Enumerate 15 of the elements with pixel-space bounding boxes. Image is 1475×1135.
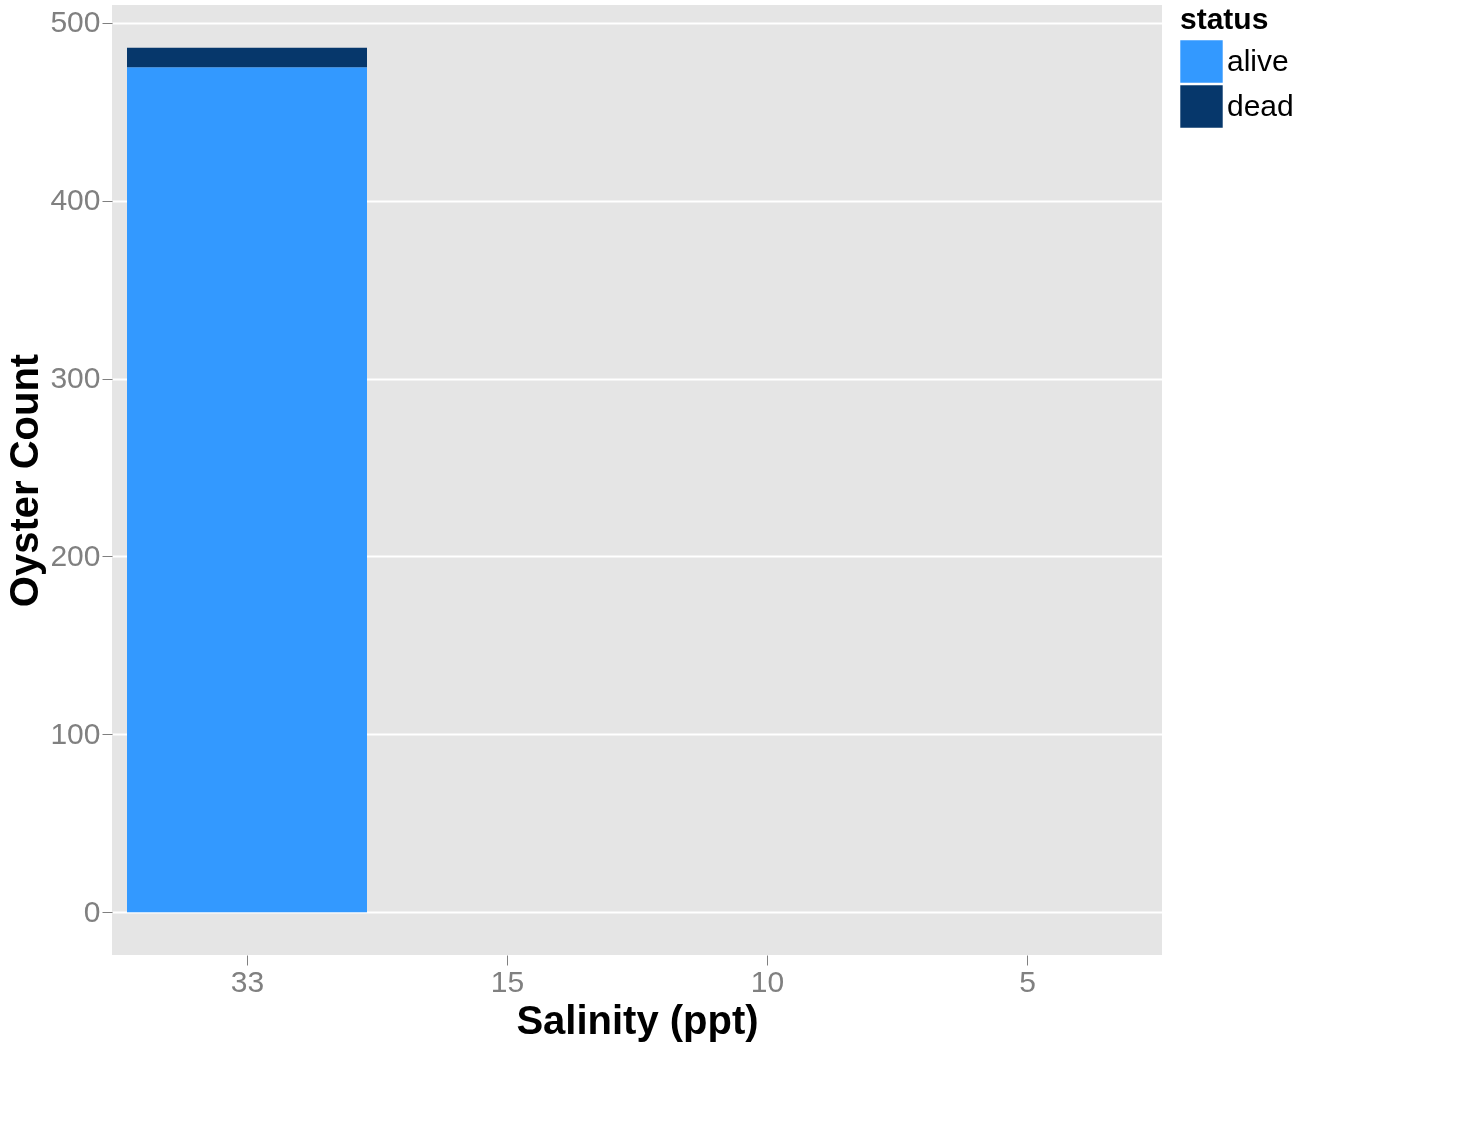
x-axis-title: Salinity (ppt) [516, 997, 759, 1042]
x-tick-label: 15 [490, 964, 525, 998]
x-tick-label: 5 [1019, 964, 1036, 998]
y-tick-label: 500 [50, 5, 101, 39]
y-axis-title: Oyster Count [2, 353, 47, 608]
legend-label: dead [1227, 88, 1294, 122]
legend-title: status [1180, 2, 1269, 35]
y-tick-label: 0 [83, 894, 101, 928]
y-tick-label: 400 [50, 183, 101, 217]
y-tick-label: 300 [50, 361, 101, 395]
y-tick-label: 200 [50, 539, 101, 572]
legend-label: alive [1227, 43, 1289, 77]
x-tick-label: 10 [750, 964, 785, 998]
x-tick-label: 33 [230, 964, 265, 998]
y-tick-label: 100 [50, 716, 101, 750]
